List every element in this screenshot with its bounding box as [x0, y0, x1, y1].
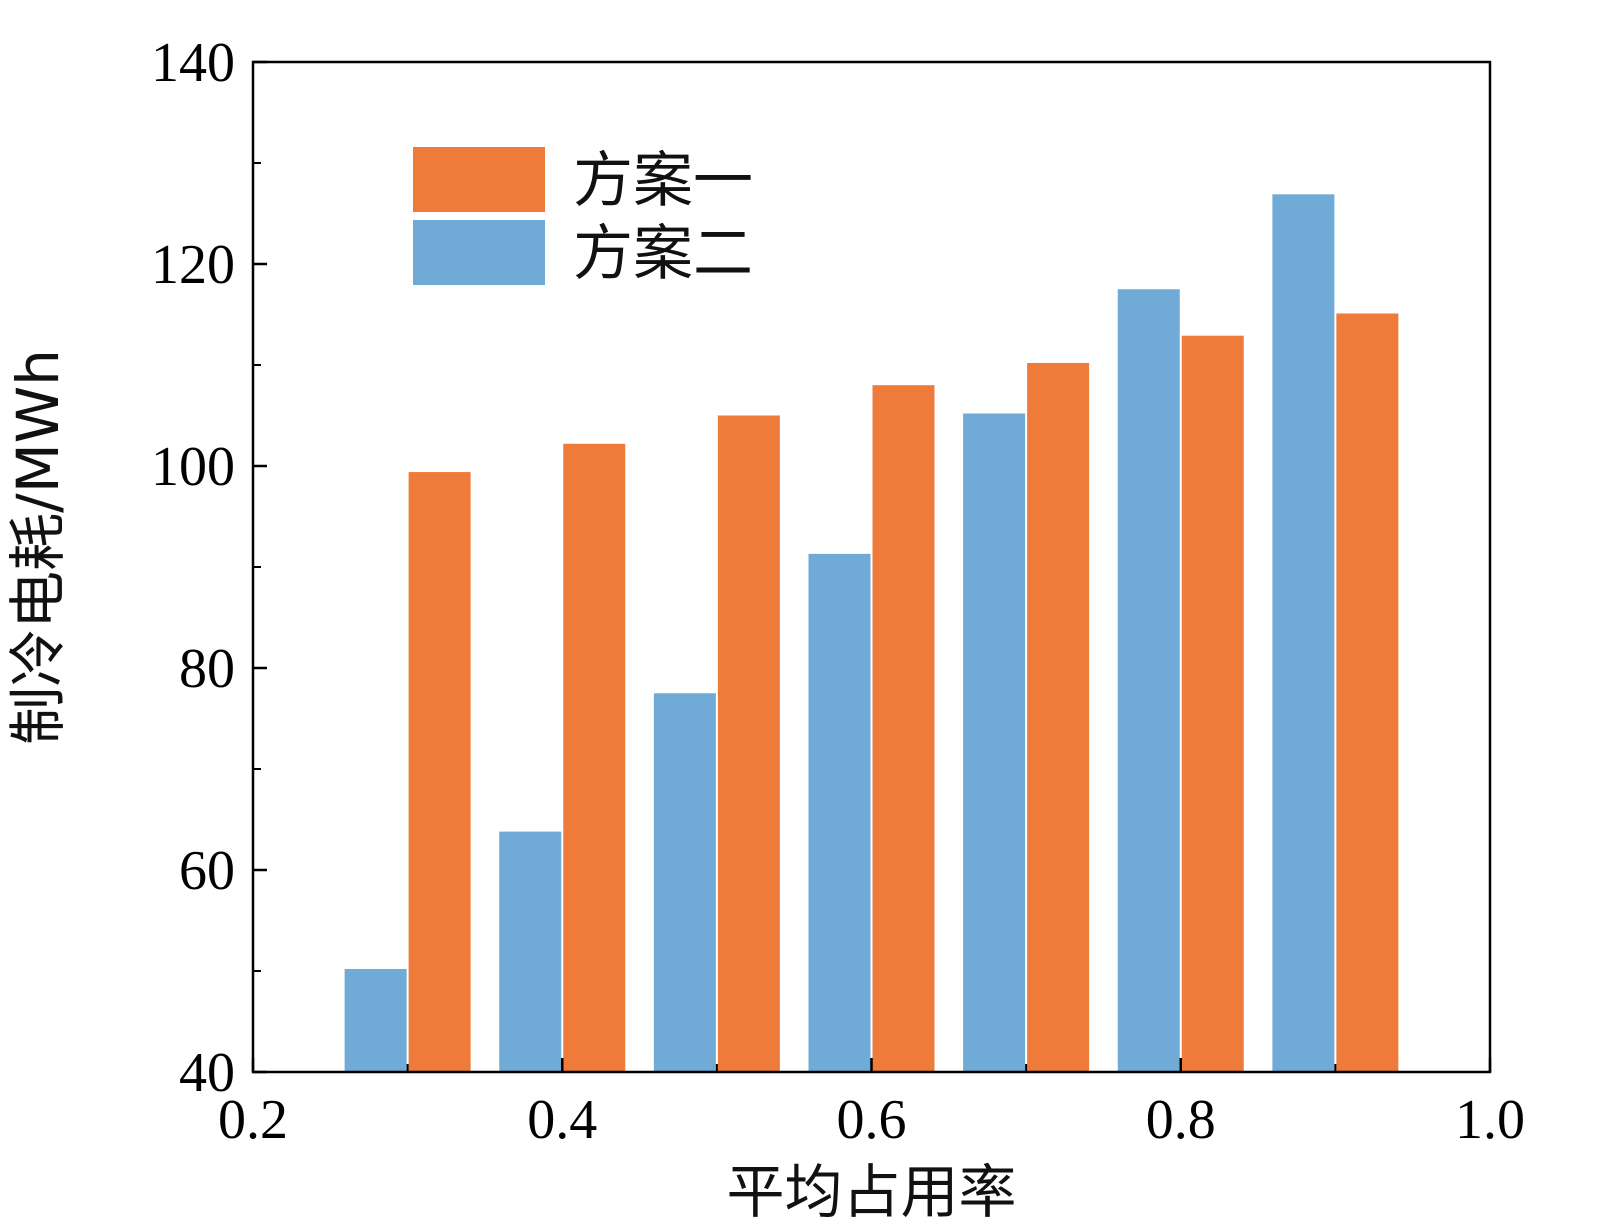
x-tick-label-2: 0.6 [837, 1089, 907, 1151]
bar-series1-0 [408, 472, 471, 1072]
y-tick-label-3: 100 [151, 436, 235, 498]
bar-series2-1 [499, 831, 562, 1072]
bar-series2-0 [344, 968, 407, 1072]
bar-series1-6 [1336, 313, 1399, 1072]
bar-series2-2 [653, 693, 716, 1072]
x-tick-label-0: 0.2 [218, 1089, 288, 1151]
legend-label-1: 方案二 [573, 219, 753, 289]
y-tick-label-1: 60 [179, 840, 235, 902]
y-tick-label-2: 80 [179, 638, 235, 700]
x-axis: 0.2 0.4 0.6 0.8 1.0 [218, 1058, 1525, 1151]
y-axis: 40 60 80 100 120 140 [151, 32, 267, 1104]
x-tick-label-1: 0.4 [527, 1089, 597, 1151]
x-axis-title: 平均占用率 [726, 1158, 1016, 1226]
bar-series1-2 [717, 415, 780, 1072]
y-tick-label-5: 140 [151, 32, 235, 94]
x-tick-label-4: 1.0 [1455, 1089, 1525, 1151]
legend-swatch-0 [413, 147, 545, 212]
legend-label-0: 方案一 [573, 146, 753, 216]
y-tick-label-0: 40 [179, 1042, 235, 1104]
y-axis-title: 制冷电耗/MWh [4, 349, 72, 745]
bar-series2-6 [1272, 194, 1335, 1072]
bar-series1-1 [563, 443, 626, 1072]
bar-series2-3 [808, 553, 871, 1072]
bar-series1-5 [1181, 335, 1244, 1073]
bar-series2-5 [1117, 289, 1180, 1072]
bars-group [344, 194, 1399, 1073]
bar-series1-3 [872, 385, 935, 1072]
bar-series2-4 [963, 413, 1026, 1073]
x-tick-label-3: 0.8 [1146, 1089, 1216, 1151]
y-tick-label-4: 120 [151, 234, 235, 296]
bar-series1-4 [1027, 362, 1090, 1073]
legend-swatch-1 [413, 220, 545, 285]
